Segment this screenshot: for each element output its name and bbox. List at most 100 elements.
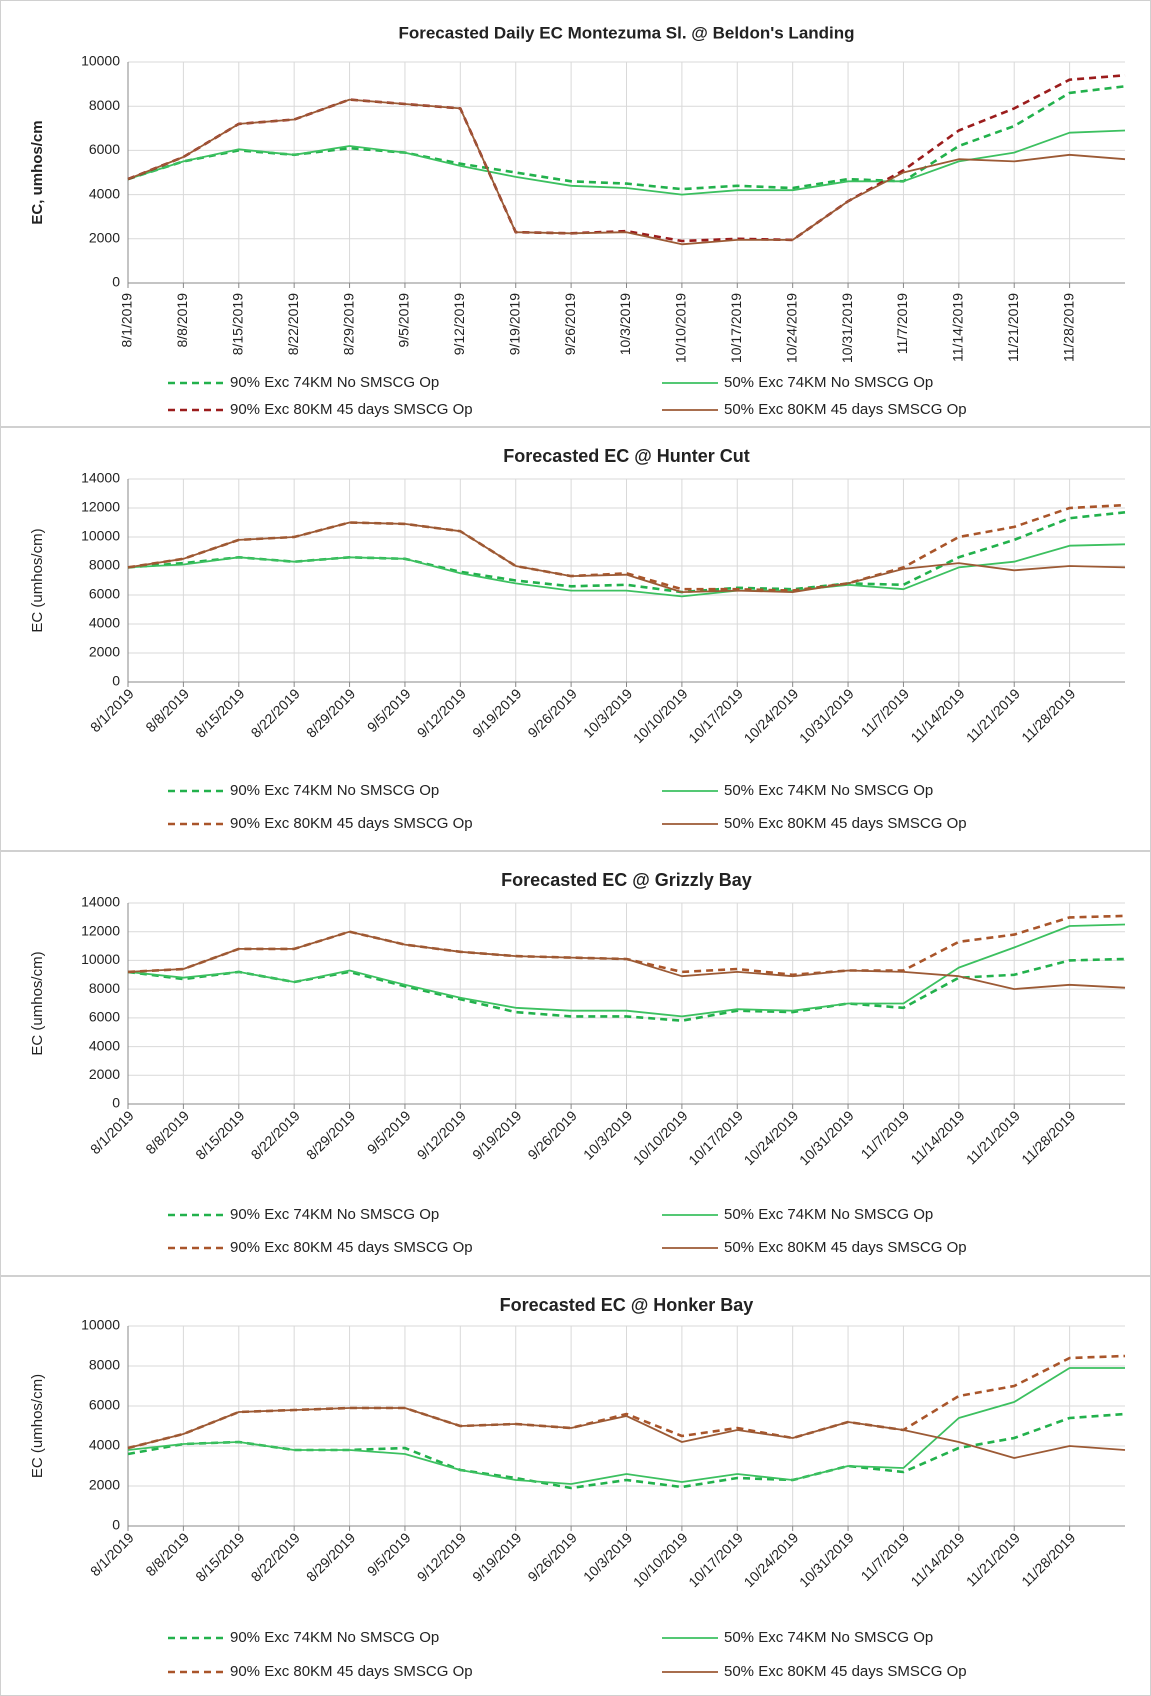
y-tick-label: 0 — [112, 1517, 120, 1533]
y-tick-label: 10000 — [81, 53, 120, 69]
legend-label: 50% Exc 74KM No SMSCG Op — [724, 374, 933, 391]
x-tick-label: 11/21/2019 — [963, 1529, 1023, 1589]
y-axis-label: EC, umhos/cm — [29, 120, 46, 224]
x-tick-label: 10/3/2019 — [580, 685, 636, 741]
series-line — [127, 1412, 1126, 1490]
x-tick-label: 9/5/2019 — [364, 1529, 414, 1579]
x-tick-label: 8/15/2019 — [192, 685, 248, 741]
x-tick-label: 9/26/2019 — [524, 685, 580, 741]
chart-title: Forecasted Daily EC Montezuma Sl. @ Beld… — [398, 23, 854, 42]
y-tick-label: 10000 — [81, 528, 120, 544]
x-tick-label: 9/26/2019 — [524, 1529, 580, 1585]
y-tick-label: 6000 — [89, 1009, 120, 1025]
x-tick-label: 11/28/2019 — [1018, 1529, 1078, 1589]
legend-label: 50% Exc 80KM 45 days SMSCG Op — [724, 401, 967, 418]
x-tick-label: 9/5/2019 — [396, 293, 412, 348]
x-tick-label: 8/8/2019 — [174, 293, 190, 348]
panel: Forecasted EC @ Hunter Cut EC (umhos/cm) 0… — [0, 427, 1151, 851]
y-axis-label: EC (umhos/cm) — [29, 951, 46, 1055]
x-tick-label: 8/29/2019 — [303, 1107, 359, 1163]
series-line — [127, 511, 1126, 594]
y-tick-label: 8000 — [89, 980, 120, 996]
y-tick-label: 8000 — [89, 1357, 120, 1373]
y-tick-label: 10000 — [81, 1317, 120, 1333]
y-tick-label: 0 — [112, 1095, 120, 1111]
panel-border — [0, 0, 1151, 427]
panel-border — [0, 427, 1151, 851]
x-tick-label: 10/10/2019 — [630, 1529, 691, 1590]
series-line — [127, 74, 1126, 243]
x-tick-label: 8/8/2019 — [142, 1529, 192, 1579]
x-tick-label: 10/31/2019 — [796, 1529, 857, 1590]
x-tick-label: 11/14/2019 — [907, 1107, 967, 1167]
x-tick-label: 9/5/2019 — [364, 685, 414, 735]
y-tick-label: 14000 — [81, 470, 120, 486]
legend-label: 50% Exc 80KM 45 days SMSCG Op — [724, 815, 967, 832]
y-tick-label: 0 — [112, 673, 120, 689]
series-line — [127, 1407, 1126, 1459]
x-tick-label: 11/21/2019 — [1005, 293, 1021, 362]
x-tick-label: 8/22/2019 — [285, 293, 301, 355]
x-tick-label: 10/10/2019 — [630, 685, 691, 746]
chart-title: Forecasted EC @ Grizzly Bay — [501, 870, 752, 890]
x-tick-label: 8/29/2019 — [340, 293, 356, 355]
legend-label: 50% Exc 80KM 45 days SMSCG Op — [724, 1663, 967, 1680]
x-tick-label: 9/19/2019 — [469, 1529, 525, 1585]
x-tick-label: 11/7/2019 — [858, 1529, 913, 1584]
x-tick-label: 11/14/2019 — [950, 293, 966, 362]
x-tick-label: 10/3/2019 — [580, 1529, 636, 1585]
series-line — [127, 930, 1126, 990]
legend-label: 50% Exc 74KM No SMSCG Op — [724, 782, 933, 799]
x-tick-label: 11/7/2019 — [858, 1107, 913, 1162]
series-line — [127, 98, 1126, 246]
x-tick-label: 10/31/2019 — [796, 1107, 857, 1168]
x-tick-label: 11/14/2019 — [907, 1529, 967, 1589]
x-tick-label: 9/26/2019 — [524, 1107, 580, 1163]
x-tick-label: 9/19/2019 — [506, 293, 522, 355]
x-tick-label: 9/12/2019 — [414, 1107, 470, 1163]
legend-label: 50% Exc 74KM No SMSCG Op — [724, 1206, 933, 1223]
legend-label: 90% Exc 80KM 45 days SMSCG Op — [230, 401, 473, 418]
series-line — [127, 521, 1126, 593]
x-tick-label: 9/12/2019 — [414, 685, 470, 741]
y-tick-label: 6000 — [89, 1397, 120, 1413]
legend-label: 50% Exc 74KM No SMSCG Op — [724, 1629, 933, 1646]
x-tick-label: 11/28/2019 — [1060, 293, 1076, 362]
legend-label: 90% Exc 74KM No SMSCG Op — [230, 374, 439, 391]
x-tick-label: 9/19/2019 — [469, 685, 525, 741]
panel: Forecasted EC @ Honker Bay EC (umhos/cm) 0… — [0, 1276, 1151, 1696]
legend-label: 90% Exc 80KM 45 days SMSCG Op — [230, 1663, 473, 1680]
legend-label: 90% Exc 74KM No SMSCG Op — [230, 1629, 439, 1646]
x-tick-label: 11/28/2019 — [1018, 685, 1078, 745]
y-tick-label: 2000 — [89, 644, 120, 660]
series-line — [127, 129, 1126, 196]
x-tick-label: 10/31/2019 — [796, 685, 857, 746]
x-tick-label: 11/21/2019 — [963, 1107, 1023, 1167]
y-tick-label: 2000 — [89, 1477, 120, 1493]
legend-label: 50% Exc 80KM 45 days SMSCG Op — [724, 1239, 967, 1256]
x-tick-label: 10/24/2019 — [783, 293, 799, 363]
y-tick-label: 8000 — [89, 97, 120, 113]
x-tick-label: 10/24/2019 — [741, 685, 802, 746]
series-line — [127, 543, 1126, 598]
y-axis-label: EC (umhos/cm) — [29, 1374, 46, 1478]
x-tick-label: 11/21/2019 — [963, 685, 1023, 745]
legend-label: 90% Exc 74KM No SMSCG Op — [230, 1206, 439, 1223]
y-tick-label: 4000 — [89, 1037, 120, 1053]
x-tick-label: 8/22/2019 — [248, 685, 304, 741]
x-tick-label: 10/3/2019 — [617, 293, 633, 355]
x-tick-label: 9/19/2019 — [469, 1107, 525, 1163]
x-tick-label: 10/10/2019 — [630, 1107, 691, 1168]
x-tick-label: 8/1/2019 — [87, 1529, 137, 1579]
x-tick-label: 9/26/2019 — [562, 293, 578, 355]
series-line — [127, 1367, 1125, 1485]
x-tick-label: 11/7/2019 — [894, 293, 910, 354]
x-tick-label: 9/5/2019 — [364, 1107, 414, 1157]
y-tick-label: 2000 — [89, 230, 120, 246]
x-tick-label: 8/1/2019 — [119, 293, 135, 348]
panel: Forecasted Daily EC Montezuma Sl. @ Beld… — [0, 0, 1151, 427]
x-tick-label: 8/15/2019 — [229, 293, 245, 355]
y-tick-label: 2000 — [89, 1066, 120, 1082]
y-tick-label: 6000 — [89, 141, 120, 157]
